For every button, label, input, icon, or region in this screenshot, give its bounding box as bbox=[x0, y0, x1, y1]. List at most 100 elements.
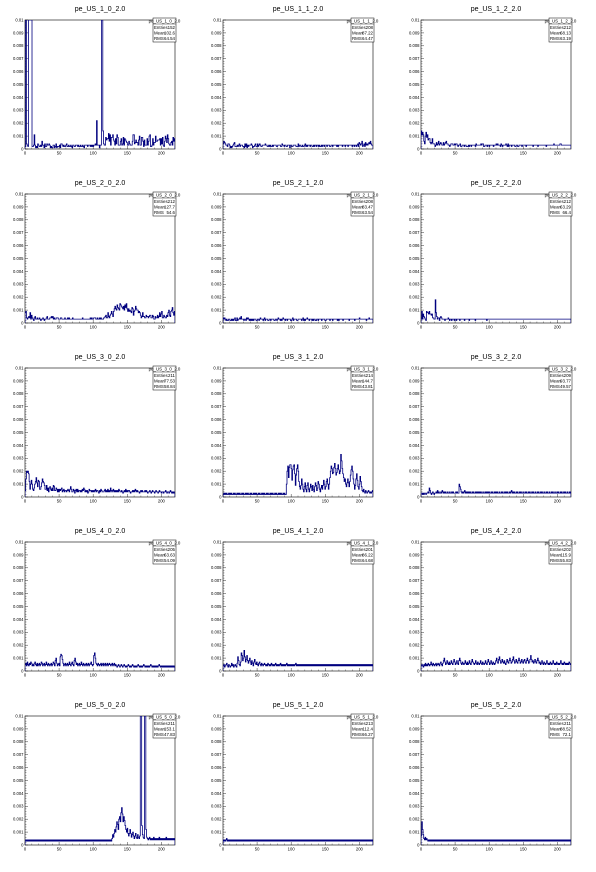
histogram-pad: pe_US_1_0_2.0 0 0.001 0.002 0.003 0.004 0.005 0… bbox=[1, 0, 199, 174]
y-tick-label: 0.008 bbox=[211, 217, 222, 222]
x-tick-label: 100 bbox=[486, 847, 494, 852]
x-tick-label: 100 bbox=[288, 325, 296, 330]
x-tick-label: 50 bbox=[453, 673, 458, 678]
y-tick-label: 0.004 bbox=[409, 617, 420, 622]
y-tick-label: 0.005 bbox=[409, 604, 420, 609]
x-tick-label: 150 bbox=[520, 673, 528, 678]
stats-value: 88.52 bbox=[560, 727, 572, 732]
y-tick-label: 0.01 bbox=[213, 17, 222, 22]
x-tick-label: 0 bbox=[420, 151, 423, 156]
histogram-pad: pe_US_2_2_2.0 0 0.001 0.002 0.003 0.004 0.005 0… bbox=[397, 174, 595, 348]
stats-label: Entries bbox=[352, 547, 366, 552]
stats-label: RMS bbox=[154, 36, 164, 41]
y-tick-label: 0.004 bbox=[13, 617, 24, 622]
stats-value: 93.77 bbox=[560, 379, 572, 384]
x-tick-label: 0 bbox=[24, 499, 27, 504]
y-tick-label: 0.01 bbox=[213, 191, 222, 196]
x-tick-label: 0 bbox=[222, 325, 225, 330]
histogram-svg: pe_US_5_2_2.0 0 0.001 0.002 0.003 0.004 0.005 0… bbox=[409, 702, 577, 852]
stats-value: 112.4 bbox=[362, 727, 373, 732]
histogram-bins bbox=[421, 299, 571, 323]
stats-value: 64.47 bbox=[362, 36, 374, 41]
y-tick-label: 0.008 bbox=[409, 565, 420, 570]
x-tick-label: 200 bbox=[158, 151, 166, 156]
y-tick-label: 0.008 bbox=[13, 217, 24, 222]
y-tick-label: 0.004 bbox=[409, 95, 420, 100]
histogram-title: pe_US_1_1_2.0 bbox=[273, 6, 324, 13]
y-tick-label: 0.001 bbox=[13, 308, 24, 313]
y-tick-label: 0.007 bbox=[211, 404, 222, 409]
y-tick-label: 0.003 bbox=[13, 456, 24, 461]
x-tick-label: 100 bbox=[486, 151, 494, 156]
plot-frame bbox=[420, 541, 572, 672]
stats-value: 72.1 bbox=[562, 732, 571, 737]
plot-frame bbox=[24, 19, 176, 150]
x-tick-label: 0 bbox=[420, 673, 423, 678]
y-tick-label: 0 bbox=[219, 494, 222, 499]
histogram-svg: pe_US_2_0_2.0 0 0.001 0.002 0.003 0.004 0.005 0… bbox=[13, 180, 181, 330]
x-tick-label: 100 bbox=[90, 325, 98, 330]
y-tick-label: 0.001 bbox=[211, 656, 222, 661]
y-tick-label: 0.01 bbox=[411, 365, 420, 370]
y-tick-label: 0.004 bbox=[13, 443, 24, 448]
stats-value: 63.63 bbox=[164, 553, 176, 558]
y-tick-label: 0.005 bbox=[211, 256, 222, 261]
stats-value: 64.68 bbox=[362, 558, 374, 563]
stats-value: 202 bbox=[564, 547, 572, 552]
plot-frame bbox=[222, 715, 374, 846]
y-tick-label: 0.003 bbox=[211, 456, 222, 461]
x-tick-label: 200 bbox=[356, 151, 364, 156]
y-tick-label: 0.004 bbox=[211, 443, 222, 448]
y-tick-label: 0.004 bbox=[211, 269, 222, 274]
y-tick-label: 0.003 bbox=[409, 282, 420, 287]
y-tick-label: 0.004 bbox=[211, 791, 222, 796]
y-tick-label: 0.006 bbox=[211, 765, 222, 770]
stats-value: 102.6 bbox=[164, 31, 176, 36]
y-tick-label: 0.005 bbox=[211, 430, 222, 435]
histogram-title: pe_US_1_2_2.0 bbox=[471, 6, 522, 13]
histogram-title: pe_US_3_0_2.0 bbox=[75, 354, 126, 361]
x-tick-label: 150 bbox=[520, 499, 528, 504]
x-tick-label: 200 bbox=[158, 325, 166, 330]
stats-value: 54.09 bbox=[164, 558, 176, 563]
y-tick-label: 0.007 bbox=[211, 578, 222, 583]
y-tick-label: 0.006 bbox=[211, 243, 222, 248]
histogram-svg: pe_US_1_2_2.0 0 0.001 0.002 0.003 0.004 0.005 0… bbox=[409, 6, 577, 156]
stats-value: 49.57 bbox=[560, 384, 572, 389]
y-tick-label: 0.001 bbox=[211, 308, 222, 313]
x-tick-label: 100 bbox=[90, 673, 98, 678]
stats-label: RMS bbox=[550, 36, 560, 41]
x-tick-label: 100 bbox=[486, 673, 494, 678]
y-tick-label: 0.003 bbox=[409, 456, 420, 461]
y-tick-label: 0.003 bbox=[13, 630, 24, 635]
stats-label: Mean bbox=[352, 553, 364, 558]
y-tick-label: 0.008 bbox=[211, 739, 222, 744]
stats-value: 47.83 bbox=[164, 732, 176, 737]
histogram-pad: pe_US_2_0_2.0 0 0.001 0.002 0.003 0.004 0.005 0… bbox=[1, 174, 199, 348]
histogram-pad: pe_US_5_1_2.0 0 0.001 0.002 0.003 0.004 0.005 0… bbox=[199, 696, 397, 870]
y-tick-label: 0.005 bbox=[13, 82, 24, 87]
y-tick-label: 0.008 bbox=[13, 43, 24, 48]
y-tick-label: 0.005 bbox=[409, 430, 420, 435]
x-tick-label: 0 bbox=[24, 673, 27, 678]
y-tick-label: 0.008 bbox=[211, 565, 222, 570]
x-tick-label: 150 bbox=[124, 673, 132, 678]
y-tick-label: 0.001 bbox=[409, 134, 420, 139]
x-tick-label: 0 bbox=[420, 325, 423, 330]
x-tick-label: 150 bbox=[322, 325, 330, 330]
stats-value: 213 bbox=[366, 721, 374, 726]
histogram-svg: pe_US_2_2_2.0 0 0.001 0.002 0.003 0.004 0.005 0… bbox=[409, 180, 577, 330]
stats-name: pe_US_4_0_2.0 bbox=[149, 541, 181, 546]
stats-label: Mean bbox=[154, 553, 166, 558]
stats-label: Mean bbox=[550, 31, 562, 36]
y-tick-label: 0.002 bbox=[211, 295, 222, 300]
x-tick-label: 200 bbox=[158, 673, 166, 678]
y-tick-label: 0.01 bbox=[411, 17, 420, 22]
stats-label: RMS bbox=[352, 558, 362, 563]
histogram-line bbox=[421, 821, 571, 845]
y-tick-label: 0.002 bbox=[211, 643, 222, 648]
stats-label: Mean bbox=[352, 205, 364, 210]
stats-label: RMS bbox=[352, 36, 362, 41]
histogram-line bbox=[25, 303, 175, 323]
